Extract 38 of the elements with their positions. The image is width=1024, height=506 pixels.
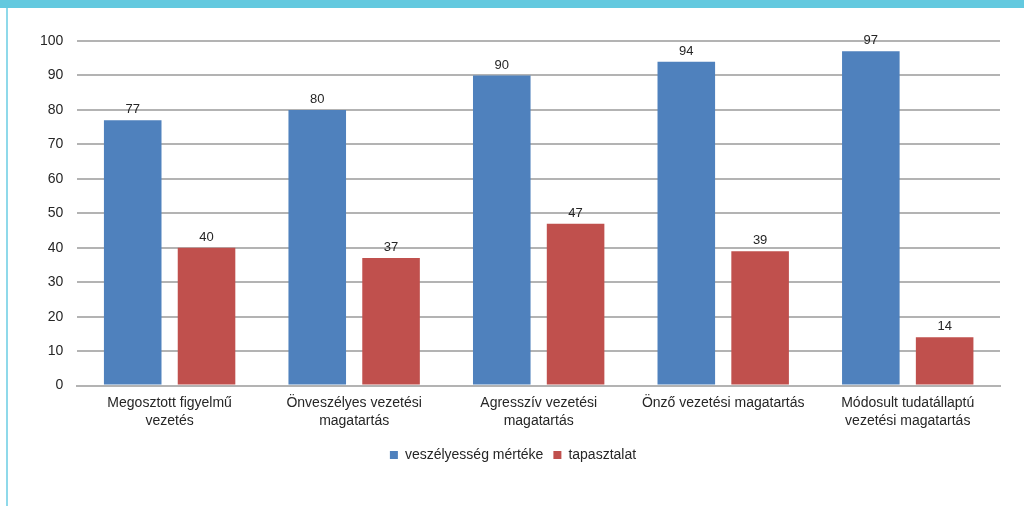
bar [842,51,900,385]
x-tick-label: Módosult tudatállaptú vezetési magatartás [841,393,975,428]
bar [731,251,789,385]
bar [103,120,162,385]
bar [177,247,236,385]
bar [546,223,605,385]
data-label: 94 [679,42,694,58]
data-label: 47 [568,204,583,220]
data-label: 40 [199,228,214,244]
y-tick-label: 10 [47,342,64,358]
x-tick-label: Önveszélyes vezetési magatartás [286,392,422,428]
legend-label: veszélyesség mértéke [404,445,544,462]
bar [657,61,716,385]
data-label: 39 [752,232,768,248]
y-tick-label: 0 [55,376,64,393]
bar [362,258,420,385]
x-tick-label: Megosztott figyelmű vezetés [107,393,233,428]
data-label: 90 [494,56,510,72]
y-tick-label: 20 [47,307,64,324]
x-tick-label: Agresszív vezetési magatartás [480,393,598,428]
bar [472,75,531,385]
y-tick-label: 90 [47,66,64,83]
legend-label: tapasztalat [568,445,637,462]
y-tick-label: 30 [47,273,64,290]
y-tick-label: 70 [47,135,64,152]
y-tick-label: 100 [40,31,64,48]
data-label: 97 [863,32,879,48]
y-tick-label: 50 [47,204,64,221]
data-label: 37 [383,239,399,255]
data-label: 14 [937,318,952,334]
x-tick-label: Önző vezetési magatartás [641,392,805,410]
y-tick-label: 60 [47,169,64,186]
bar [915,337,974,385]
y-tick-label: 40 [47,238,64,255]
data-label: 80 [310,91,325,106]
data-label: 77 [125,101,140,117]
bar [288,109,347,385]
y-tick-label: 80 [47,100,64,117]
